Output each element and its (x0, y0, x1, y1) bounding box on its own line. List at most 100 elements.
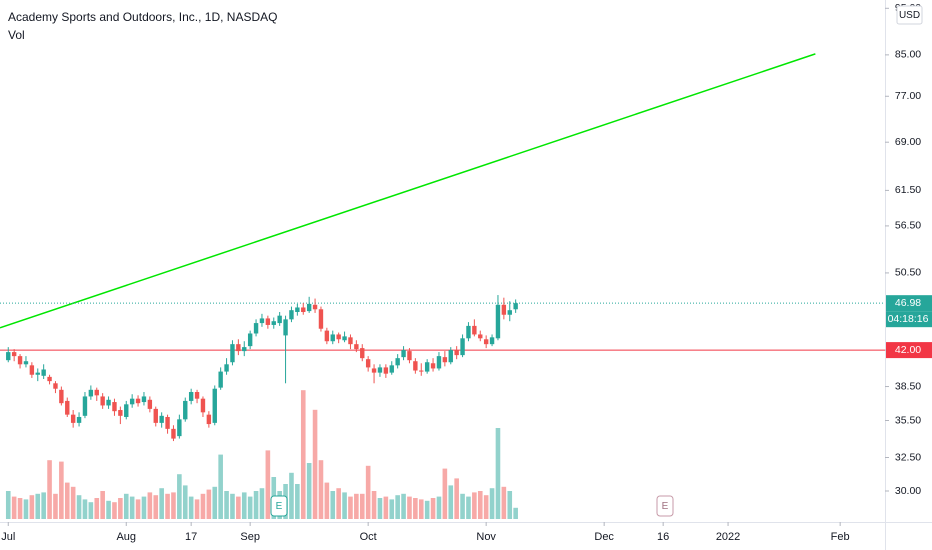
earnings-label[interactable]: E (662, 501, 669, 512)
x-tick-label: Aug (116, 531, 136, 543)
y-tick-label: 32.50 (895, 451, 921, 463)
currency[interactable]: USD (899, 10, 920, 21)
candle-body (183, 400, 188, 420)
candle-body (330, 334, 335, 342)
volume-bar (295, 484, 300, 519)
volume-bar (218, 454, 223, 519)
candle-body (495, 304, 501, 339)
volume-bar (371, 491, 377, 519)
candle-body (360, 348, 365, 359)
volume-bar (153, 495, 159, 519)
volume-bar (135, 499, 141, 519)
candle-body (442, 357, 448, 363)
volume-bar (342, 492, 347, 519)
volume-bar (159, 488, 164, 519)
candle-body (513, 303, 518, 310)
candle-body (212, 388, 217, 423)
candle-body (253, 323, 259, 334)
volume-bar (389, 499, 395, 519)
candle-body (277, 315, 282, 324)
volume-bar (224, 491, 229, 519)
candle-body (124, 404, 129, 417)
volume-label: Vol (8, 28, 25, 42)
candle-body (454, 350, 459, 356)
earnings-marker[interactable] (270, 495, 288, 517)
volume-bar (454, 478, 459, 519)
candle-body (177, 419, 182, 437)
candle-body (70, 414, 76, 423)
volume-bar (466, 496, 471, 519)
volume-bar (17, 498, 23, 519)
candle-body (354, 344, 359, 350)
candle-body (135, 398, 141, 404)
volume-bar (413, 498, 418, 519)
volume-bar (436, 496, 442, 519)
candle-body (413, 361, 418, 371)
volume-bar (377, 498, 383, 519)
volume-bar (330, 491, 336, 519)
volume-bar (354, 493, 359, 519)
volume-bar (64, 482, 70, 519)
y-tick-label: 35.50 (895, 414, 921, 426)
level-box (886, 342, 932, 359)
volume-bar (430, 498, 436, 519)
x-tick-label: Nov (476, 531, 496, 543)
volume-bar (483, 495, 489, 519)
volume-bar (259, 488, 265, 519)
volume-bar (23, 499, 29, 519)
volume-bar (513, 507, 518, 519)
y-tick-label: 50.50 (895, 267, 921, 279)
y-tick-label: 56.50 (895, 220, 921, 232)
y-tick-label: 69.00 (895, 136, 921, 148)
volume-bar (306, 463, 312, 519)
candle-body (188, 392, 194, 401)
volume-bar (312, 409, 318, 519)
currency-box[interactable] (896, 5, 923, 25)
candle-body (271, 321, 276, 325)
candle-body (153, 408, 158, 423)
candle-body (460, 338, 465, 356)
volume-bar (448, 485, 454, 519)
candle-body (59, 389, 64, 404)
earnings-marker[interactable] (656, 495, 674, 517)
volume-bar (489, 488, 495, 519)
volume-bar (495, 428, 501, 519)
volume-bar (289, 472, 294, 519)
candle-body (11, 352, 17, 357)
volume-bar (241, 492, 247, 519)
candle-body (342, 336, 347, 341)
volume-bar (94, 498, 100, 519)
candle-body (47, 376, 52, 382)
volume-bar (318, 460, 324, 519)
volume-bar (247, 496, 253, 519)
volume-bar (100, 491, 105, 519)
candle-body (389, 365, 394, 373)
volume-bar (76, 495, 82, 519)
last-price-box (886, 295, 932, 312)
volume-bar (11, 496, 17, 519)
candle-body (242, 347, 247, 352)
candle-body (448, 350, 453, 363)
volume-bar (41, 492, 46, 519)
candle-body (88, 389, 94, 397)
candle-body (230, 344, 235, 363)
volume-bar (472, 492, 477, 519)
trendline (0, 53, 816, 329)
candle-body (483, 339, 489, 345)
volume-bar (200, 493, 206, 519)
volume-bar (401, 493, 406, 519)
y-tick-label: 30.00 (895, 485, 921, 497)
y-tick-label: 38.50 (895, 380, 921, 392)
candle-body (106, 399, 111, 406)
candle-body (348, 337, 353, 345)
volume-bar (407, 496, 412, 519)
chart-title: Academy Sports and Outdoors, Inc., 1D, N… (8, 10, 277, 24)
y-tick-label: 85.00 (895, 49, 921, 61)
earnings-label[interactable]: E (276, 501, 283, 512)
candle-body (466, 325, 471, 339)
volume-bar (182, 485, 188, 519)
candle-body (112, 402, 117, 412)
candle-body (236, 344, 241, 352)
